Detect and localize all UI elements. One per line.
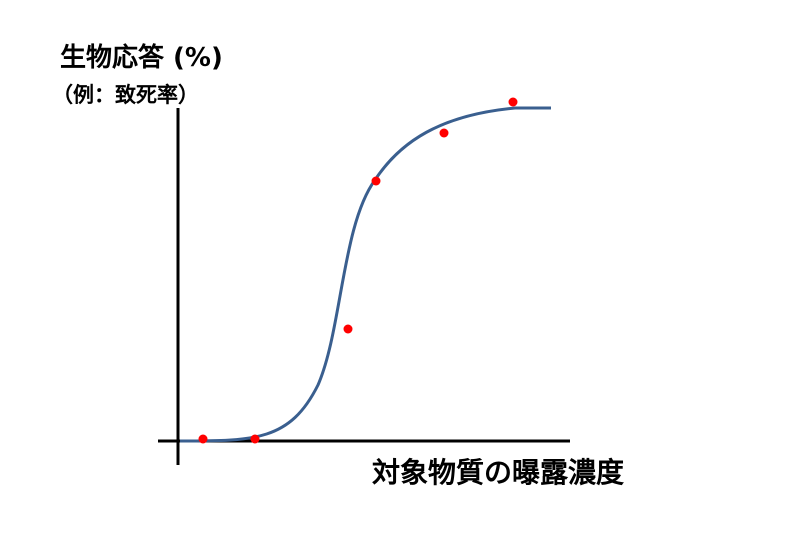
x-axis-title: 対象物質の曝露濃度 xyxy=(372,456,624,489)
data-point xyxy=(439,128,449,138)
data-point xyxy=(371,176,381,186)
data-point xyxy=(343,324,353,334)
y-axis-note: （例：致死率） xyxy=(52,83,199,107)
data-points xyxy=(198,97,518,444)
data-point xyxy=(508,97,518,107)
dose-response-curve xyxy=(179,106,551,443)
data-point xyxy=(198,434,208,444)
y-axis-title: 生物応答 (%) xyxy=(60,42,223,73)
data-point xyxy=(250,434,260,444)
